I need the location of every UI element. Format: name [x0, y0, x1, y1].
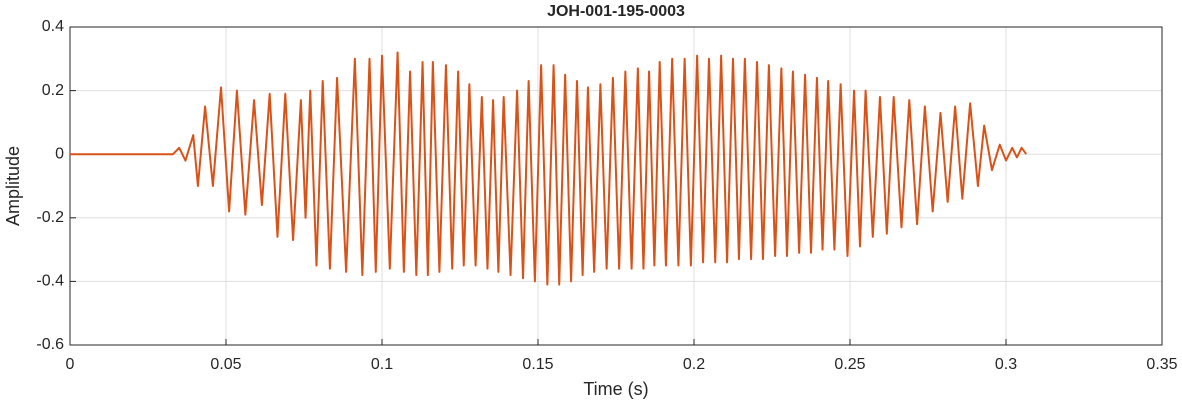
y-tick-label: -0.2	[36, 209, 64, 226]
x-tick-label: 0.25	[834, 356, 865, 373]
y-axis-label: Amplitude	[3, 146, 23, 226]
x-tick-label: 0.3	[995, 356, 1017, 373]
x-tick-label: 0.15	[522, 356, 553, 373]
y-tick-label: -0.4	[36, 273, 64, 290]
y-tick-label: 0	[55, 145, 64, 162]
waveform	[70, 51, 1028, 286]
x-tick-label: 0.05	[210, 356, 241, 373]
chart-title: JOH-001-195-0003	[547, 3, 685, 20]
x-tick-label: 0	[66, 356, 75, 373]
y-tick-label: -0.6	[36, 336, 64, 353]
x-axis-label: Time (s)	[583, 379, 648, 399]
y-tick-label: 0.2	[42, 82, 64, 99]
x-tick-label: 0.1	[371, 356, 393, 373]
plot-frame	[69, 26, 1163, 346]
x-tick-label: 0.35	[1146, 356, 1177, 373]
x-tick-label: 0.2	[683, 356, 705, 373]
y-tick-label: 0.4	[42, 18, 64, 35]
